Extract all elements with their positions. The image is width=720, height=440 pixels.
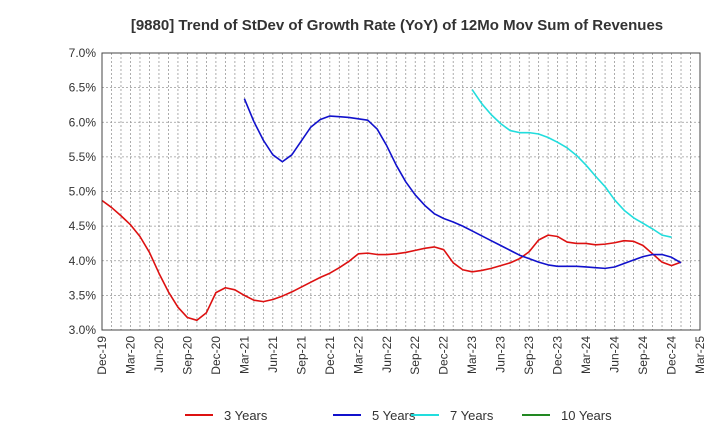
x-tick-label: Mar-21 [237, 336, 251, 374]
y-axis-ticks: 3.0% 3.5% 4.0% 4.5% 5.0% 5.5% 6.0% 6.5% 7.0% [69, 46, 97, 337]
x-tick-label: Jun-20 [152, 336, 166, 373]
y-tick-label: 3.5% [69, 288, 97, 302]
y-tick-label: 5.5% [69, 150, 97, 164]
y-tick-label: 4.0% [69, 254, 97, 268]
x-tick-label: Jun-22 [380, 336, 394, 373]
x-axis-ticks: Dec-19 Mar-20 Jun-20 Sep-20 Dec-20 Mar-21 Jun-… [95, 336, 707, 375]
x-tick-label: Dec-24 [665, 336, 679, 375]
y-tick-label: 3.0% [69, 323, 97, 337]
x-tick-label: Mar-24 [579, 336, 593, 374]
x-tick-label: Sep-22 [408, 336, 422, 375]
legend-label: 3 Years [224, 408, 268, 423]
x-tick-label: Mar-22 [351, 336, 365, 374]
chart-title: [9880] Trend of StDev of Growth Rate (Yo… [131, 17, 663, 34]
x-tick-label: Jun-24 [608, 336, 622, 373]
x-tick-label: Jun-23 [494, 336, 508, 373]
x-tick-label: Mar-25 [693, 336, 707, 374]
x-tick-label: Mar-23 [465, 336, 479, 374]
x-tick-label: Dec-23 [551, 336, 565, 375]
y-tick-label: 6.0% [69, 115, 97, 129]
x-tick-label: Sep-21 [294, 336, 308, 375]
legend-label: 10 Years [561, 408, 612, 423]
x-tick-label: Jun-21 [266, 336, 280, 373]
plot-area-frame [101, 52, 701, 331]
x-tick-label: Mar-20 [123, 336, 137, 374]
x-tick-label: Dec-19 [95, 336, 109, 375]
series-line-3-years [101, 199, 682, 322]
y-tick-label: 6.5% [69, 81, 97, 95]
legend: 3 Years 5 Years 7 Years 10 Years [185, 408, 612, 423]
y-tick-label: 5.0% [69, 185, 97, 199]
grid [102, 52, 700, 331]
x-tick-label: Dec-22 [437, 336, 451, 375]
x-tick-label: Sep-23 [522, 336, 536, 375]
x-tick-label: Dec-20 [209, 336, 223, 375]
x-tick-label: Sep-20 [180, 336, 194, 375]
y-tick-label: 7.0% [69, 46, 97, 60]
series-lines [101, 89, 682, 322]
legend-label: 5 Years [372, 408, 416, 423]
y-tick-label: 4.5% [69, 219, 97, 233]
series-line-7-years [471, 89, 672, 238]
x-tick-label: Dec-21 [323, 336, 337, 375]
legend-label: 7 Years [450, 408, 494, 423]
series-line-5-years [243, 98, 682, 270]
x-tick-label: Sep-24 [636, 336, 650, 375]
